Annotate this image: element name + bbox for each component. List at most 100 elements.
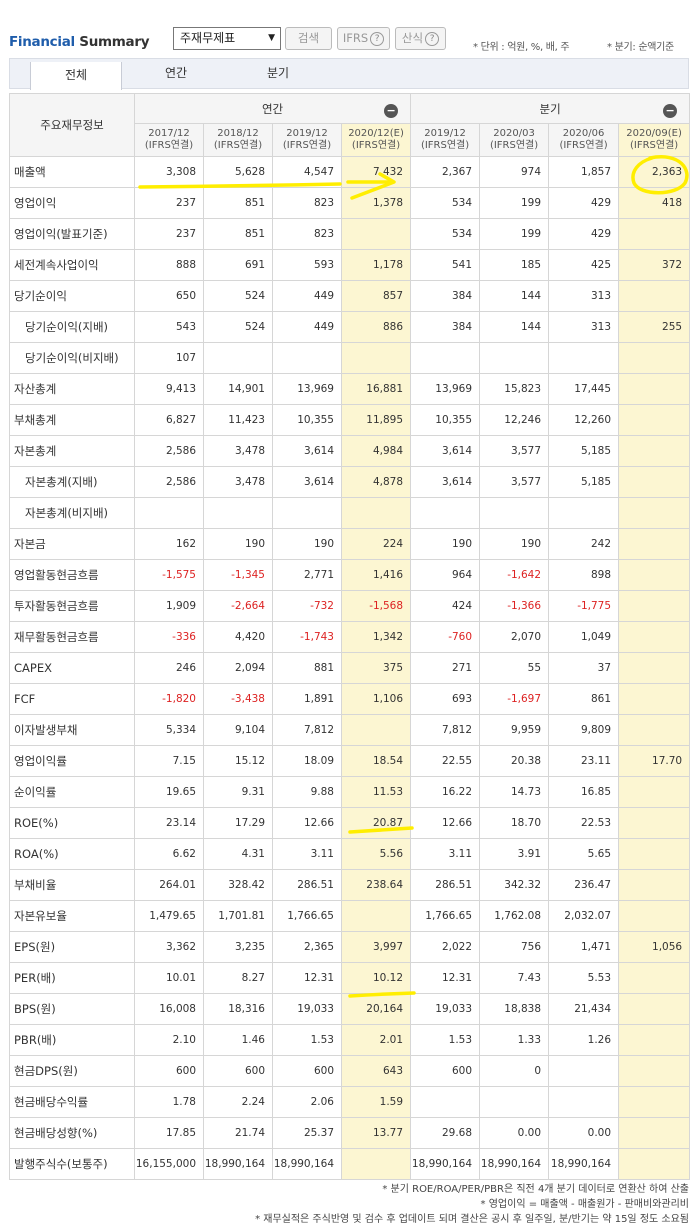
table-cell: 3.91 (479, 838, 550, 870)
formula-button[interactable]: 산식? (395, 27, 446, 50)
row-label: PER(배) (9, 962, 135, 994)
row-label: 매출액 (9, 156, 135, 188)
table-cell: 18.54 (340, 745, 412, 777)
collapse-quarter-icon[interactable]: − (663, 104, 678, 118)
table-cell: 10,355 (272, 404, 342, 436)
page-title: Financial Summary (9, 34, 150, 50)
table-cell: 16,155,000 (134, 1148, 204, 1180)
table-cell: 449 (272, 280, 342, 312)
table-cell: 3,478 (203, 435, 273, 467)
table-row: 투자활동현금흐름 1,909 -2,664 -732 -1,568 424 -1,366 -1… (9, 590, 691, 622)
period-basis: (IFRS연결) (144, 140, 194, 151)
period-header: 2020/12(E) (IFRS연결) (340, 123, 412, 157)
table-cell: 18,990,164 (410, 1148, 481, 1180)
table-cell: 255 (618, 311, 691, 343)
table-row: 세전계속사업이익 888 691 593 1,178 541 185 425 372 (9, 249, 691, 281)
collapse-annual-icon[interactable]: − (384, 104, 399, 118)
table-cell (340, 900, 412, 932)
statement-type-select[interactable]: 주재무제표 ▼ (173, 27, 281, 50)
row-label: 발행주식수(보통주) (9, 1148, 135, 1180)
table-cell: 1,056 (618, 931, 691, 963)
row-label: 자본총계(지배) (9, 466, 135, 498)
table-cell: 224 (340, 528, 412, 560)
table-cell: -2,664 (203, 590, 273, 622)
row-label: 재무활동현금흐름 (9, 621, 135, 653)
table-cell: 271 (410, 652, 481, 684)
table-cell (618, 466, 691, 498)
period-header: 2019/12 (IFRS연결) (272, 123, 342, 157)
table-cell (618, 683, 691, 715)
table-cell: 429 (548, 218, 620, 250)
table-cell: 13,969 (272, 373, 342, 405)
table-cell: 328.42 (203, 869, 273, 901)
table-cell (410, 1086, 481, 1118)
footnotes: * 분기 ROE/ROA/PER/PBR은 직전 4개 분기 데이터로 연환산 … (255, 1184, 689, 1225)
table-cell: 107 (134, 342, 204, 374)
table-cell: 1,178 (340, 249, 412, 281)
table-cell: 9.88 (272, 776, 342, 808)
ifrs-button[interactable]: IFRS? (337, 27, 390, 50)
tab-annual[interactable]: 연간 (164, 66, 188, 80)
period-basis: (IFRS연결) (282, 140, 332, 151)
period-header: 2019/12 (IFRS연결) (410, 123, 481, 157)
table-cell: 524 (203, 311, 273, 343)
table-cell: 1.33 (479, 1024, 550, 1056)
row-label: 자본금 (9, 528, 135, 560)
table-cell: 964 (410, 559, 481, 591)
tab-quarterly[interactable]: 분기 (266, 66, 290, 80)
table-row: 당기순이익 650 524 449 857 384 144 313 (9, 280, 691, 312)
table-cell: 600 (203, 1055, 273, 1087)
tab-bar: 전체 연간 분기 (9, 58, 689, 90)
row-label: ROE(%) (9, 807, 135, 839)
table-row: 영업이익률 7.15 15.12 18.09 18.54 22.55 20.38 23.11 1… (9, 745, 691, 777)
table-cell: 2,771 (272, 559, 342, 591)
table-cell: 3,577 (479, 435, 550, 467)
table-cell: 1,766.65 (410, 900, 481, 932)
period-date: 2019/12 (424, 128, 466, 139)
table-cell: 18.70 (479, 807, 550, 839)
table-cell: 375 (340, 652, 412, 684)
table-cell: 6,827 (134, 404, 204, 436)
table-cell: 3.11 (410, 838, 481, 870)
table-cell: 3,362 (134, 931, 204, 963)
table-cell: 1,909 (134, 590, 204, 622)
period-basis: (IFRS연결) (629, 140, 679, 151)
table-cell: 5.53 (548, 962, 620, 994)
table-row: 현금배당성향(%) 17.85 21.74 25.37 13.77 29.68 0.00 0.… (9, 1117, 691, 1149)
table-cell: -336 (134, 621, 204, 653)
search-button[interactable]: 검색 (285, 27, 332, 50)
table-row: 재무활동현금흐름 -336 4,420 -1,743 1,342 -760 2,070 1,0… (9, 621, 691, 653)
table-cell (479, 1086, 550, 1118)
table-cell: 3,577 (479, 466, 550, 498)
table-cell: 4,420 (203, 621, 273, 653)
row-label: 투자활동현금흐름 (9, 590, 135, 622)
table-cell: 7.15 (134, 745, 204, 777)
table-cell: 1,416 (340, 559, 412, 591)
period-note: * 분기: 순액기준 (607, 42, 674, 53)
table-cell: 4,878 (340, 466, 412, 498)
table-cell (618, 1148, 691, 1180)
table-row: CAPEX 246 2,094 881 375 271 55 37 (9, 652, 691, 684)
help-icon: ? (370, 32, 385, 46)
table-cell: 5,628 (203, 156, 273, 188)
table-cell (618, 559, 691, 591)
help-icon: ? (425, 32, 440, 46)
table-cell: 16.22 (410, 776, 481, 808)
table-cell (618, 962, 691, 994)
period-basis: (IFRS연결) (420, 140, 470, 151)
period-date: 2017/12 (148, 128, 190, 139)
annual-group-header: 연간 − (133, 93, 412, 124)
table-cell: 12.66 (272, 807, 342, 839)
table-cell: 29.68 (410, 1117, 481, 1149)
table-cell: 3,614 (272, 466, 342, 498)
table-cell: 1,762.08 (479, 900, 550, 932)
table-cell: 10.01 (134, 962, 204, 994)
table-cell (272, 342, 342, 374)
table-cell (618, 1055, 691, 1087)
table-cell: 246 (134, 652, 204, 684)
tab-all[interactable]: 전체 (30, 62, 122, 90)
table-cell: 1.46 (203, 1024, 273, 1056)
table-cell: 4,547 (272, 156, 342, 188)
table-row: 부채총계 6,827 11,423 10,355 11,895 10,355 12,246 1… (9, 404, 691, 436)
table-cell: 4.31 (203, 838, 273, 870)
